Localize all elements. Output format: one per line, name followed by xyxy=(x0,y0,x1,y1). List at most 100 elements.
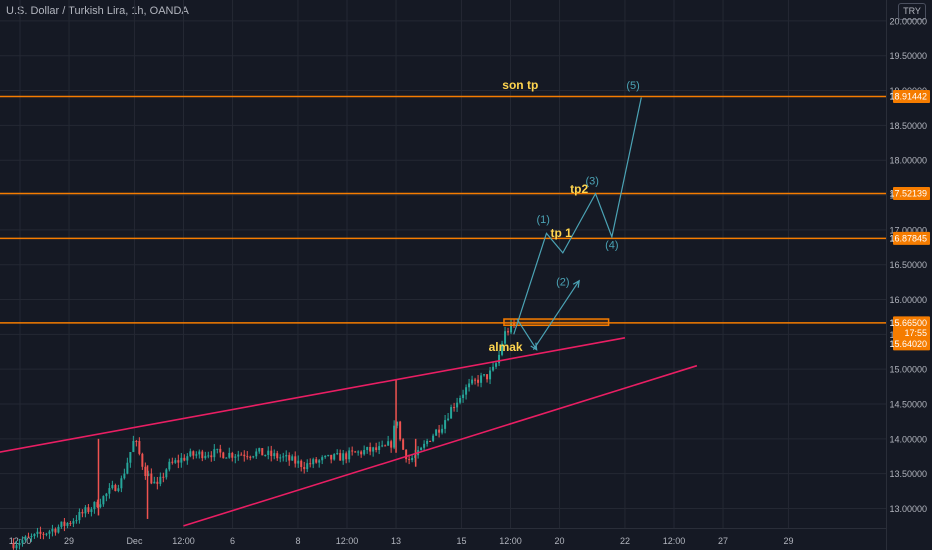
candle-body xyxy=(366,447,369,451)
candle-body xyxy=(111,485,114,489)
candle-body xyxy=(24,536,27,541)
x-tick-label: Dec xyxy=(126,536,143,546)
y-tick-label: 17.00000 xyxy=(889,225,927,235)
x-tick-label: 8 xyxy=(295,536,300,546)
wave-arrow-up xyxy=(532,280,580,351)
candle-body xyxy=(462,394,465,399)
candle-body xyxy=(30,536,33,538)
candle-body xyxy=(375,447,378,451)
candle-body xyxy=(378,446,381,451)
wave-label: (3) xyxy=(586,176,599,188)
candle-body xyxy=(57,526,60,533)
candle-body xyxy=(222,452,225,459)
candle-body xyxy=(513,322,516,325)
candle-body xyxy=(96,501,99,508)
candle-body xyxy=(330,454,333,460)
candle-body xyxy=(147,473,150,477)
candle-body xyxy=(318,460,321,463)
candle-body xyxy=(402,439,405,450)
wave-label: (2) xyxy=(556,277,569,289)
candle-body xyxy=(354,451,357,453)
candle-body xyxy=(363,450,366,455)
wave-arrow-up-head xyxy=(572,279,580,288)
candle-body xyxy=(423,443,426,448)
candle-body xyxy=(27,536,30,538)
candle-body xyxy=(408,459,411,461)
candle-body xyxy=(258,448,261,452)
candle-body xyxy=(468,383,471,388)
candle-body xyxy=(81,511,84,514)
candle-body xyxy=(87,507,90,512)
candle-body xyxy=(48,531,51,534)
candle-body xyxy=(171,461,174,463)
candle-body xyxy=(324,455,327,458)
candle-body xyxy=(441,428,444,433)
candle-body xyxy=(507,331,510,333)
annotation-label: almak xyxy=(489,340,523,354)
candle-body xyxy=(207,455,210,457)
candle-body xyxy=(114,485,117,491)
currency-button[interactable]: TRY xyxy=(898,3,926,20)
candle-body xyxy=(273,453,276,457)
candle-body xyxy=(492,366,495,371)
candle-body xyxy=(297,460,300,464)
candle-body xyxy=(393,425,396,448)
candle-body xyxy=(63,521,66,526)
candle-body xyxy=(498,354,501,364)
candle-body xyxy=(255,451,258,457)
candle-body xyxy=(387,441,390,446)
candle-body xyxy=(18,543,21,546)
candle-body xyxy=(501,343,504,355)
x-tick-label: 22 xyxy=(620,536,630,546)
candle-body xyxy=(90,509,93,512)
x-tick-label: 27 xyxy=(718,536,728,546)
candle-body xyxy=(504,331,507,344)
candle-body xyxy=(174,460,177,463)
candle-body xyxy=(51,528,54,532)
level-price-tag-bg xyxy=(893,231,930,245)
wave-label: (1) xyxy=(536,214,549,226)
candle-body xyxy=(333,454,336,460)
candle-body xyxy=(198,451,201,455)
y-tick-label: 20.00000 xyxy=(889,16,927,26)
candle-body xyxy=(240,454,243,456)
chart-title: U.S. Dollar / Turkish Lira, 1h, OANDA xyxy=(6,5,189,17)
candle-body xyxy=(21,540,24,544)
candle-body xyxy=(327,454,330,456)
candle-body xyxy=(225,457,228,459)
candle-body xyxy=(162,476,165,478)
candle-body xyxy=(300,460,303,468)
candle-body xyxy=(42,533,45,535)
x-tick-label: 12:00 xyxy=(336,536,359,546)
candle-body xyxy=(294,456,297,464)
candle-body xyxy=(495,363,498,367)
candle-body xyxy=(234,456,237,458)
y-tick-label: 13.50000 xyxy=(889,469,927,479)
level-price-tag: 17.52139 xyxy=(889,189,927,199)
candle-body xyxy=(471,379,474,384)
y-tick-label: 16.00000 xyxy=(889,295,927,305)
x-tick-label: 6 xyxy=(230,536,235,546)
current-price-tag: 15.64020 xyxy=(889,339,927,349)
candle-body xyxy=(372,447,375,452)
candle-body xyxy=(450,407,453,419)
candle-body xyxy=(129,452,132,463)
candle-body xyxy=(192,451,195,456)
candle-body xyxy=(510,322,513,333)
candle-body xyxy=(405,449,408,460)
candle-body xyxy=(447,418,450,421)
candle-body xyxy=(384,445,387,447)
candle-body xyxy=(390,441,393,448)
candle-body xyxy=(150,473,153,484)
y-tick-label: 19.50000 xyxy=(889,51,927,61)
wave-arrow-down xyxy=(516,318,538,351)
candle-body xyxy=(381,445,384,447)
last-price-tag: 15.66500 xyxy=(889,318,927,328)
candle-body xyxy=(123,473,126,479)
candle-body xyxy=(132,440,135,453)
candle-body xyxy=(216,448,219,450)
candle-body xyxy=(489,370,492,380)
candle-body xyxy=(309,463,312,465)
annotation-label: tp 1 xyxy=(551,226,573,240)
